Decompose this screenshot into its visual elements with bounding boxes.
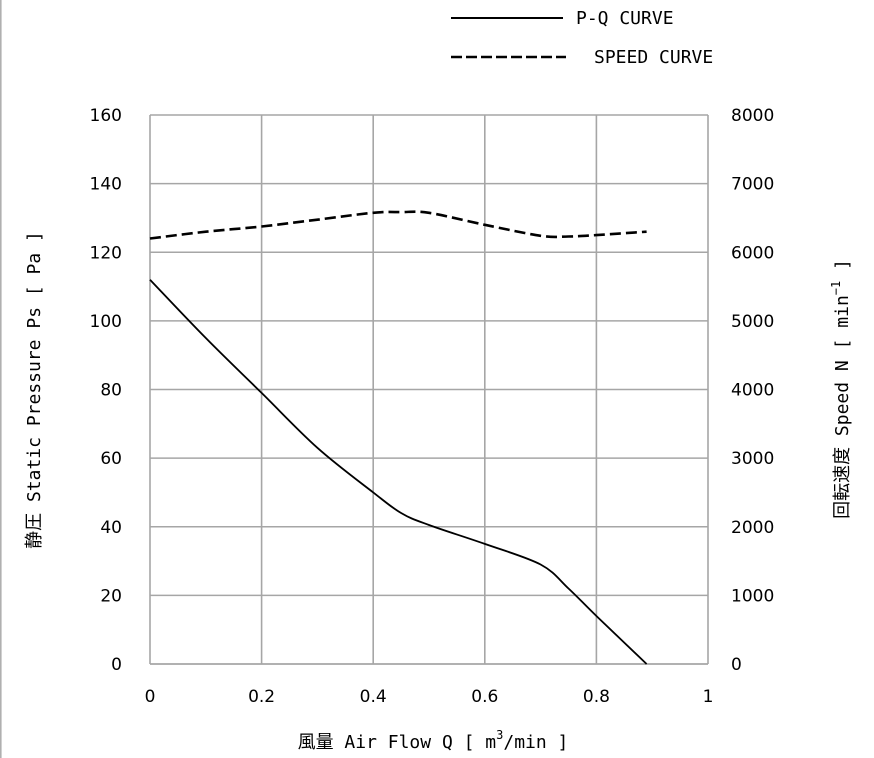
x-tick-labels: 0 0.2 0.4 0.6 0.8 1 xyxy=(145,687,714,707)
x-tick-label: 0.4 xyxy=(360,687,387,707)
legend-pq-label: P-Q CURVE xyxy=(576,8,674,29)
speed-curve-line xyxy=(149,210,647,240)
x-tick-label: 1 xyxy=(703,687,714,707)
x-tick-label: 0.8 xyxy=(583,687,610,707)
y-right-tick-label: 2000 xyxy=(731,518,774,538)
y-right-tick-labels: 0 1000 2000 3000 4000 5000 6000 7000 8000 xyxy=(731,106,774,675)
y-left-tick-labels: 0 20 40 60 80 100 120 140 160 xyxy=(90,106,122,675)
y-right-tick-label: 4000 xyxy=(731,381,774,401)
y-left-tick-label: 20 xyxy=(100,586,122,606)
y-left-tick-label: 140 xyxy=(90,175,122,195)
legend-speed-label: SPEED CURVE xyxy=(594,47,713,68)
x-axis-label: 風量 Air Flow Q [ m3/min ] xyxy=(298,728,569,753)
y-right-tick-label: 5000 xyxy=(731,312,774,332)
x-tick-label: 0 xyxy=(145,687,156,707)
y-left-tick-label: 0 xyxy=(111,655,122,675)
y-right-tick-label: 3000 xyxy=(731,449,774,469)
y-right-axis-label: 回転速度 Speed N [ min−1 ] xyxy=(829,259,853,519)
y-left-tick-label: 40 xyxy=(100,518,122,538)
y-left-tick-label: 160 xyxy=(90,106,122,126)
y-left-tick-label: 100 xyxy=(90,312,122,332)
x-tick-label: 0.2 xyxy=(248,687,275,707)
y-right-tick-label: 1000 xyxy=(731,586,774,606)
y-left-axis-label: 静圧 Static Pressure Ps [ Pa ] xyxy=(24,231,45,549)
grid xyxy=(149,114,709,665)
pq-curve-line xyxy=(149,279,648,665)
y-right-tick-label: 0 xyxy=(731,655,742,675)
series-lines xyxy=(149,210,648,665)
y-left-tick-label: 60 xyxy=(100,449,122,469)
y-left-tick-label: 120 xyxy=(90,243,122,263)
y-right-tick-label: 6000 xyxy=(731,243,774,263)
y-right-tick-label: 7000 xyxy=(731,175,774,195)
y-right-tick-label: 8000 xyxy=(731,106,774,126)
x-tick-label: 0.6 xyxy=(471,687,498,707)
legend: P-Q CURVE SPEED CURVE xyxy=(451,8,713,68)
y-left-tick-label: 80 xyxy=(100,381,122,401)
